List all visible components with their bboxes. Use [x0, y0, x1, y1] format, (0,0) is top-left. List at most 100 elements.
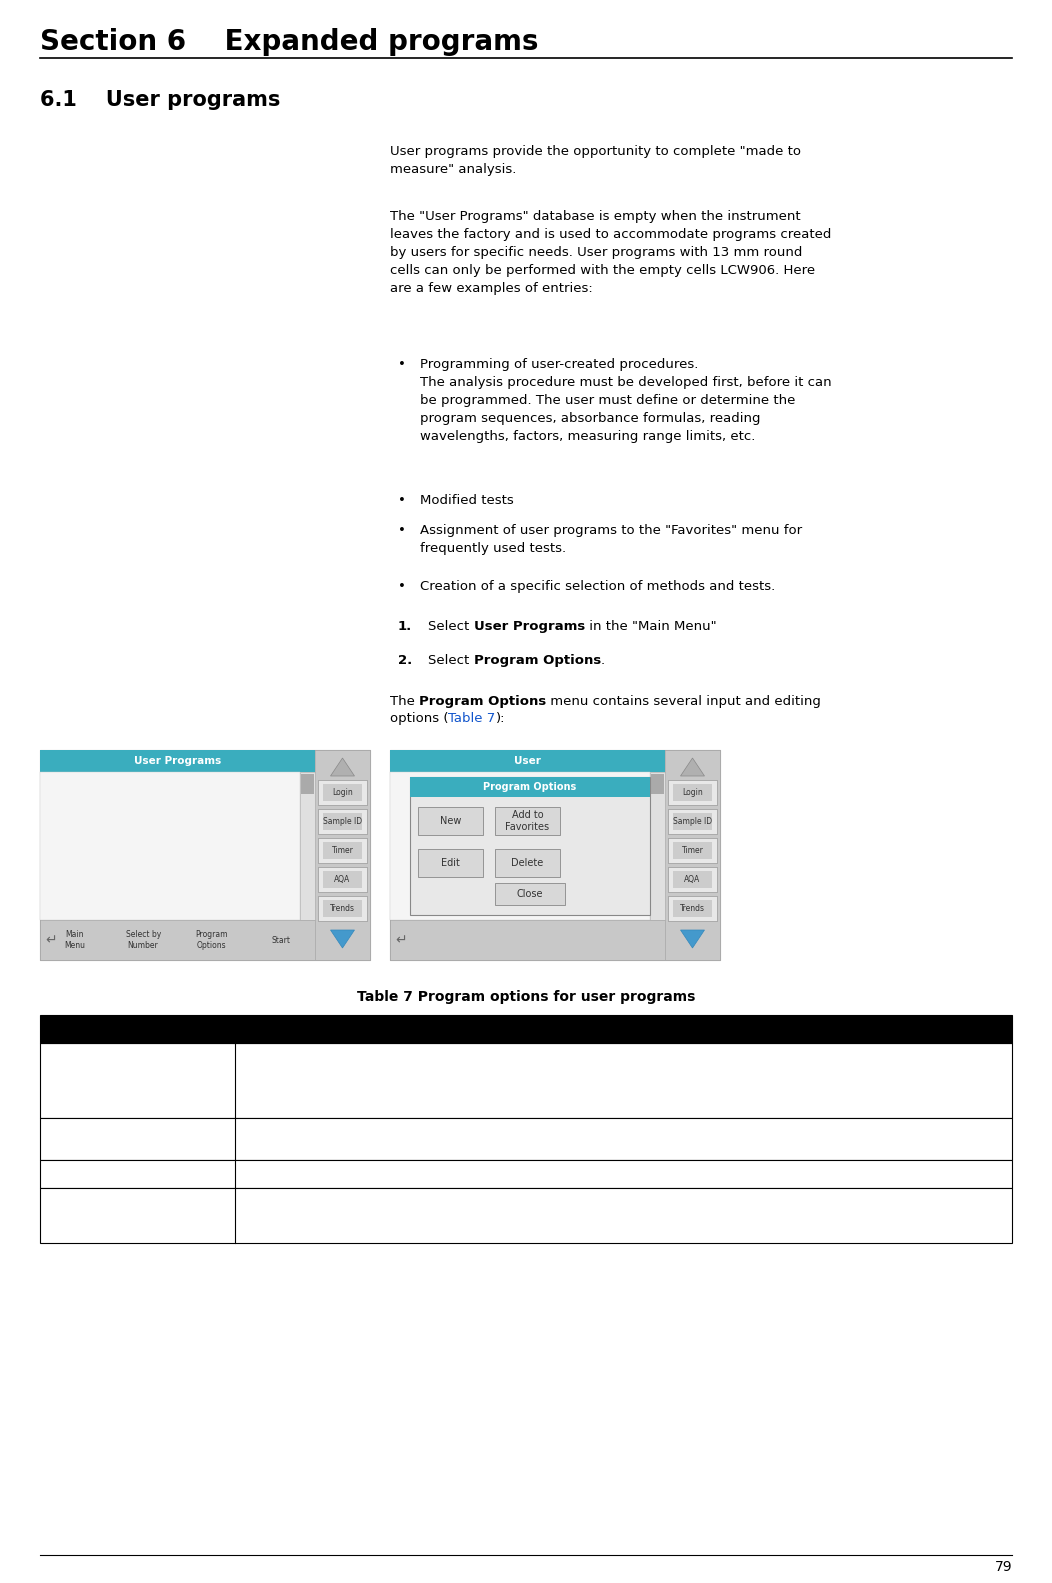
- Text: Program Options: Program Options: [473, 654, 601, 666]
- Text: The analysis procedure must be developed first, before it can
be programmed. The: The analysis procedure must be developed…: [420, 377, 832, 443]
- Bar: [318, 837, 367, 863]
- Text: 6.1    User programs: 6.1 User programs: [40, 90, 281, 109]
- Text: Sample ID: Sample ID: [673, 817, 712, 826]
- Text: New: New: [644, 1067, 676, 1080]
- Text: •: •: [398, 524, 406, 537]
- Bar: [301, 774, 313, 795]
- Polygon shape: [681, 758, 705, 776]
- Text: 79: 79: [994, 1559, 1012, 1574]
- Bar: [318, 896, 367, 921]
- Text: •: •: [398, 494, 406, 507]
- Bar: [390, 773, 650, 920]
- Text: Program Options: Program Options: [419, 695, 546, 708]
- Text: in the "Main Menu": in the "Main Menu": [585, 621, 716, 633]
- Bar: [668, 809, 717, 834]
- Bar: [40, 1015, 1012, 1043]
- Bar: [495, 883, 565, 905]
- Text: Close: Close: [517, 890, 543, 899]
- Bar: [390, 920, 665, 959]
- Text: Edit: Edit: [288, 1168, 318, 1181]
- Bar: [315, 750, 370, 959]
- Text: Add to
Favorites: Add to Favorites: [505, 810, 549, 831]
- Text: simultaneously deleted from the Favorites list.: simultaneously deleted from the Favorite…: [243, 1213, 552, 1225]
- Bar: [318, 809, 367, 834]
- Text: AQA: AQA: [685, 875, 701, 883]
- Text: 2.: 2.: [398, 654, 412, 666]
- Text: options remain inactive (grey) until the first program has been created.: options remain inactive (grey) until the…: [243, 1083, 719, 1095]
- Bar: [410, 777, 650, 915]
- Bar: [651, 774, 664, 795]
- Text: Timer: Timer: [682, 845, 704, 855]
- Bar: [673, 784, 712, 801]
- Text: Program Options: Program Options: [483, 782, 576, 792]
- Bar: [390, 750, 720, 959]
- Bar: [40, 1043, 1012, 1118]
- Text: Select: Select: [243, 1126, 288, 1140]
- Text: Trends: Trends: [330, 904, 355, 913]
- Bar: [40, 1187, 1012, 1243]
- Bar: [495, 807, 560, 834]
- Text: Add to favorites: Add to favorites: [48, 1126, 169, 1140]
- Text: User Programs: User Programs: [134, 757, 221, 766]
- Text: New: New: [440, 815, 461, 826]
- Bar: [40, 750, 370, 959]
- Text: Programming of user-created procedures.: Programming of user-created procedures.: [420, 358, 699, 370]
- Bar: [323, 842, 362, 860]
- Bar: [418, 848, 483, 877]
- Text: User Programs: User Programs: [473, 621, 585, 633]
- Bar: [668, 780, 717, 806]
- Text: Modified tests: Modified tests: [420, 494, 513, 507]
- Text: Add to favorites: Add to favorites: [288, 1126, 409, 1140]
- Text: Program Options: Program Options: [377, 1067, 503, 1080]
- Text: Program
Options: Program Options: [196, 931, 228, 950]
- Bar: [40, 920, 315, 959]
- Bar: [40, 1118, 1012, 1160]
- Text: to add an existing user program to the Favorites list.: to add an existing user program to the F…: [409, 1126, 765, 1140]
- Text: ↵: ↵: [45, 932, 57, 947]
- Text: Delete: Delete: [288, 1197, 338, 1209]
- Text: to program a new user program.: to program a new user program.: [321, 1051, 543, 1064]
- Text: ):: ):: [495, 712, 505, 725]
- Bar: [673, 814, 712, 829]
- Text: .: .: [601, 654, 605, 666]
- Text: User: User: [514, 757, 541, 766]
- Text: options (: options (: [390, 712, 448, 725]
- Bar: [668, 896, 717, 921]
- Bar: [40, 1160, 1012, 1187]
- Bar: [323, 784, 362, 801]
- Bar: [323, 871, 362, 888]
- Bar: [323, 814, 362, 829]
- Text: •: •: [398, 579, 406, 594]
- Text: option is available. The other: option is available. The other: [676, 1067, 874, 1080]
- Text: Login: Login: [332, 788, 352, 796]
- Text: Edit: Edit: [441, 858, 460, 867]
- Text: Main
Menu: Main Menu: [64, 931, 85, 950]
- Text: Trends: Trends: [680, 904, 705, 913]
- Text: The "User Programs" database is empty when the instrument
leaves the factory and: The "User Programs" database is empty wh…: [390, 211, 831, 294]
- Text: Delete: Delete: [511, 858, 544, 867]
- Text: Select by
Number: Select by Number: [125, 931, 161, 950]
- Text: Timer: Timer: [331, 845, 353, 855]
- Text: Select: Select: [428, 621, 473, 633]
- Text: Assignment of user programs to the "Favorites" menu for
frequently used tests.: Assignment of user programs to the "Favo…: [420, 524, 802, 556]
- Text: •: •: [398, 358, 406, 370]
- Text: Table 7 Program options for user programs: Table 7 Program options for user program…: [357, 989, 695, 1004]
- Text: Options: Options: [48, 1023, 106, 1035]
- Bar: [673, 871, 712, 888]
- Bar: [418, 807, 483, 834]
- Bar: [668, 867, 717, 891]
- Bar: [668, 837, 717, 863]
- Text: User programs provide the opportunity to complete "made to
measure" analysis.: User programs provide the opportunity to…: [390, 146, 801, 176]
- Polygon shape: [330, 758, 355, 776]
- Bar: [650, 773, 665, 920]
- Bar: [300, 773, 315, 920]
- Text: to modify an existing program: to modify an existing program: [318, 1168, 524, 1181]
- Text: New: New: [48, 1051, 80, 1064]
- Bar: [323, 901, 362, 917]
- Bar: [410, 777, 650, 796]
- Bar: [40, 773, 300, 920]
- Text: Section 6    Expanded programs: Section 6 Expanded programs: [40, 28, 539, 55]
- Text: Creation of a specific selection of methods and tests.: Creation of a specific selection of meth…: [420, 579, 775, 594]
- Bar: [390, 750, 665, 773]
- Bar: [318, 780, 367, 806]
